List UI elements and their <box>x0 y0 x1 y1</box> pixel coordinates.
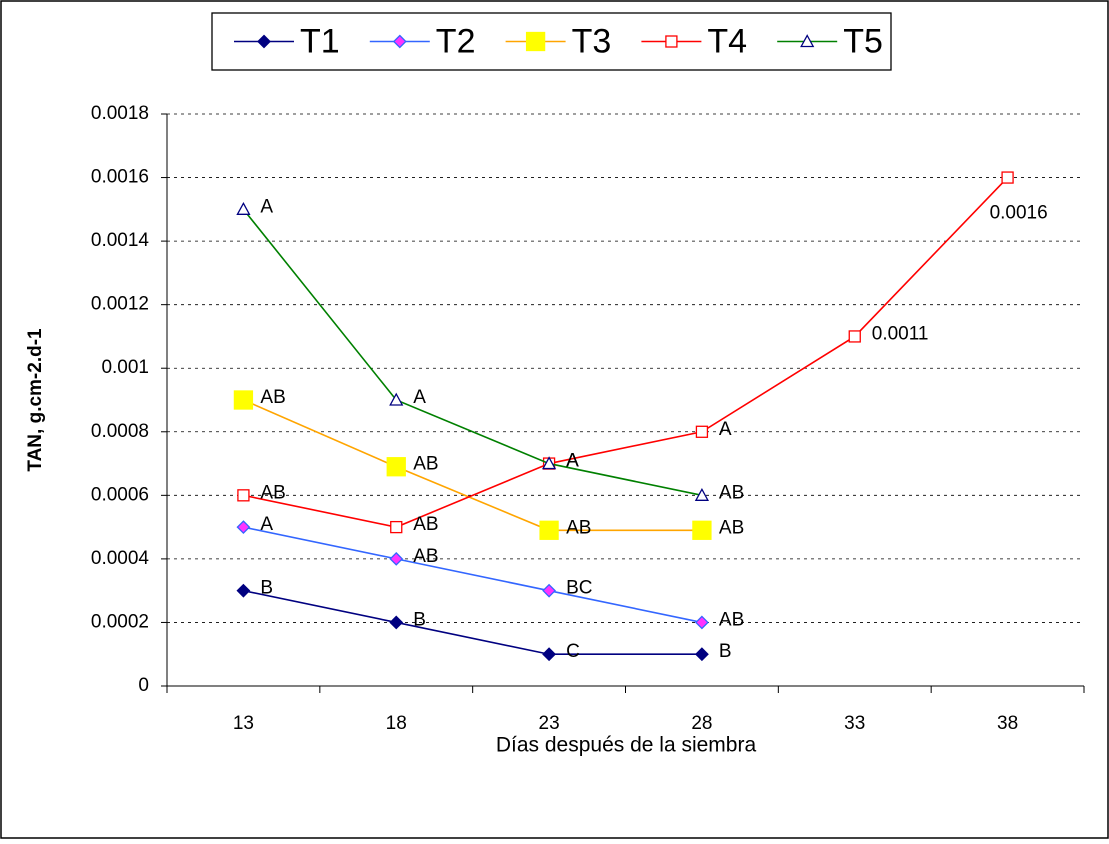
series-line <box>243 399 702 532</box>
y-tick-label: 0.0002 <box>91 611 149 632</box>
y-tick-label: 0.001 <box>101 357 149 378</box>
y-axis-label: TAN, g.cm-2.d-1 <box>25 328 46 472</box>
series-line <box>243 526 703 624</box>
legend-label: T4 <box>707 22 747 60</box>
x-tick-label: 28 <box>691 713 712 734</box>
marker <box>233 390 254 410</box>
point-label: AB <box>260 482 285 503</box>
marker <box>236 201 251 215</box>
point-label: 0.0011 <box>872 323 929 344</box>
x-tick-label: 23 <box>539 713 560 734</box>
x-tick-label: 38 <box>997 713 1018 734</box>
marker <box>257 34 271 49</box>
marker <box>386 457 406 477</box>
point-label: A <box>566 451 579 472</box>
marker <box>1001 171 1014 184</box>
marker <box>237 489 250 502</box>
y-tick-label: 0.0014 <box>91 230 150 251</box>
marker <box>541 456 557 470</box>
series-line <box>242 208 703 497</box>
y-tick-label: 0.0012 <box>91 294 149 315</box>
legend-label: T5 <box>843 22 883 60</box>
point-label: AB <box>413 514 438 535</box>
marker <box>389 615 404 630</box>
point-label: A <box>566 451 579 472</box>
y-tick-label: 0.0004 <box>91 548 150 569</box>
marker <box>848 330 861 343</box>
marker <box>694 615 709 630</box>
marker <box>390 520 403 534</box>
legend-label: T1 <box>300 22 340 60</box>
marker <box>542 647 557 662</box>
x-axis-label: Días después de la siembra <box>496 734 757 757</box>
y-tick-label: 0 <box>138 675 149 696</box>
point-label: BC <box>566 578 592 599</box>
y-tick-label: 0.0008 <box>91 421 149 442</box>
point-label: AB <box>719 517 744 538</box>
x-tick-label: 18 <box>386 713 407 734</box>
marker <box>236 583 251 598</box>
x-tick-label: 33 <box>844 713 865 734</box>
point-label: 0.0016 <box>990 203 1048 224</box>
y-tick-label: 0.0016 <box>91 167 149 188</box>
y-tick-label: 0.0018 <box>91 103 149 124</box>
point-label: AB <box>719 482 744 503</box>
marker <box>692 520 712 540</box>
marker <box>694 647 709 662</box>
marker <box>539 520 559 540</box>
marker <box>694 487 710 501</box>
point-label: AB <box>413 546 438 567</box>
point-label: A <box>260 196 273 217</box>
series-line <box>243 589 702 656</box>
y-tick-label: 0.0006 <box>91 484 149 505</box>
marker <box>542 583 557 598</box>
point-label: AB <box>260 387 285 408</box>
marker <box>800 34 815 48</box>
point-label: A <box>260 514 273 535</box>
point-label: AB <box>566 517 591 538</box>
marker <box>392 34 407 49</box>
marker <box>236 520 251 535</box>
point-label: A <box>719 419 732 440</box>
point-label: AB <box>719 609 744 630</box>
point-label: A <box>413 387 426 408</box>
point-label: B <box>413 609 426 630</box>
point-label: B <box>719 641 732 662</box>
legend-label: T3 <box>572 22 612 60</box>
point-label: B <box>260 578 273 599</box>
marker <box>389 392 404 406</box>
marker <box>695 425 709 438</box>
point-label: AB <box>413 454 438 475</box>
marker <box>665 35 678 48</box>
x-tick-label: 13 <box>233 713 254 734</box>
point-label: C <box>566 641 580 662</box>
marker <box>525 31 546 52</box>
legend-label: T2 <box>436 22 476 60</box>
marker <box>389 551 404 566</box>
series-line <box>243 177 1009 528</box>
